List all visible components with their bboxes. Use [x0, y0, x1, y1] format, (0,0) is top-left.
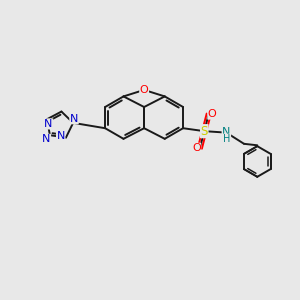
Text: N: N [222, 127, 231, 137]
Text: O: O [140, 85, 148, 95]
Text: H: H [223, 134, 230, 144]
Text: S: S [201, 125, 208, 138]
Text: N: N [42, 134, 50, 144]
Text: O: O [192, 143, 201, 153]
Text: N: N [70, 114, 78, 124]
Text: N: N [44, 119, 53, 129]
Text: N: N [56, 131, 65, 141]
Text: O: O [208, 109, 217, 119]
